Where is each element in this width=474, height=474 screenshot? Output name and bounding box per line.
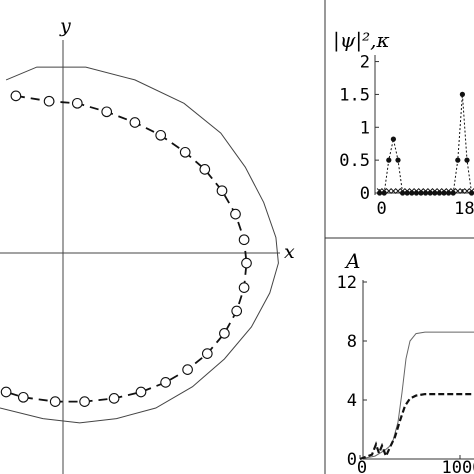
top-right-cross-point bbox=[399, 188, 406, 194]
top-right-x-tick-label: 18 bbox=[454, 199, 474, 219]
top-right-cross-point bbox=[464, 188, 470, 194]
top-right-y-tick-label: 1.5 bbox=[339, 85, 370, 105]
main-data-point bbox=[43, 95, 55, 107]
top-right-cross-point bbox=[408, 188, 415, 194]
top-right-cross-point bbox=[454, 188, 461, 194]
main-data-point bbox=[17, 391, 29, 403]
top-right-cross-point bbox=[445, 188, 452, 194]
bottom-right-x-tick-label: 0 bbox=[357, 458, 367, 474]
bottom-right-marks bbox=[359, 331, 474, 461]
bottom-right-y-tick-label: 0 bbox=[347, 450, 357, 470]
main-data-point bbox=[71, 97, 83, 109]
main-y-axis-label: y bbox=[59, 15, 71, 37]
bottom-right-y-tick-label: 12 bbox=[337, 273, 357, 293]
top-right-dotted-series-line bbox=[379, 94, 474, 194]
bottom-right-ticks: 0 4 8 12 0 1000 bbox=[337, 273, 474, 474]
top-right-cross-point bbox=[450, 188, 457, 194]
top-right-panel: |ψ|²,κ 0 0.5 1 1.5 2 0 18 bbox=[333, 28, 474, 219]
top-right-cross-point bbox=[395, 188, 401, 194]
main-data-point bbox=[101, 106, 113, 118]
top-right-y-tick-label: 0 bbox=[360, 184, 370, 204]
bottom-right-y-tick-label: 4 bbox=[347, 391, 357, 411]
top-right-cross-point bbox=[427, 188, 434, 194]
bottom-right-y-tick-label: 8 bbox=[347, 332, 357, 352]
top-right-y-tick-label: 2 bbox=[360, 53, 370, 73]
bottom-right-panel-frame bbox=[324, 237, 474, 474]
bottom-right-solid-series-line bbox=[359, 331, 474, 460]
main-data-point bbox=[0, 386, 12, 398]
top-right-cross-point bbox=[376, 188, 383, 194]
top-right-cross-point bbox=[431, 188, 438, 194]
bottom-right-panel: A 0 4 8 12 0 1000 bbox=[337, 249, 474, 474]
main-data-point bbox=[216, 185, 228, 197]
main-data-point bbox=[238, 234, 250, 246]
top-right-cross-point bbox=[468, 188, 474, 194]
main-data-point bbox=[182, 364, 193, 375]
top-right-cross-point bbox=[413, 188, 420, 194]
top-right-cross-point bbox=[436, 188, 443, 194]
top-right-dot-point bbox=[455, 157, 461, 163]
top-right-dot-point bbox=[459, 91, 465, 97]
main-data-point bbox=[79, 396, 90, 407]
top-right-cross-point bbox=[381, 188, 388, 194]
top-right-dot-point bbox=[395, 157, 401, 163]
main-data-point bbox=[241, 257, 252, 269]
bottom-right-x-tick-label: 1000 bbox=[442, 458, 474, 474]
main-data-point bbox=[108, 393, 120, 404]
main-data-point bbox=[49, 396, 61, 407]
top-right-y-tick-label: 1 bbox=[360, 118, 370, 138]
top-right-cross-point bbox=[422, 188, 429, 194]
main-data-point bbox=[201, 348, 213, 359]
main-data-point bbox=[219, 328, 230, 339]
main-data-point bbox=[10, 90, 22, 102]
top-right-cross-point bbox=[441, 188, 447, 194]
bottom-right-y-axis-label: A bbox=[344, 249, 360, 273]
main-data-point bbox=[199, 164, 211, 175]
top-right-ticks: 0 0.5 1 1.5 2 0 18 bbox=[339, 53, 474, 219]
main-data-point bbox=[231, 305, 243, 317]
top-right-x-tick-label: 0 bbox=[376, 199, 386, 219]
top-right-cross-point bbox=[385, 188, 392, 194]
main-x-axis-label: x bbox=[284, 241, 295, 263]
main-data-point bbox=[179, 146, 191, 158]
top-right-cross-point bbox=[459, 188, 466, 194]
main-solid-series-line bbox=[0, 66, 279, 424]
main-data-point bbox=[155, 129, 167, 141]
top-right-dot-point bbox=[464, 157, 470, 163]
main-panel: x y bbox=[0, 15, 295, 474]
top-right-cross-point bbox=[390, 188, 397, 194]
bottom-right-dashed-series-line bbox=[359, 393, 474, 461]
main-data-point bbox=[129, 117, 141, 128]
top-right-y-axis-label: |ψ|²,κ bbox=[333, 28, 390, 53]
top-right-cross-point bbox=[404, 188, 411, 194]
main-data-point bbox=[230, 208, 241, 220]
top-right-y-tick-label: 0.5 bbox=[339, 151, 370, 171]
main-data-point bbox=[135, 386, 147, 398]
main-marks bbox=[0, 66, 279, 424]
top-right-dot-point bbox=[390, 136, 396, 142]
top-right-cross-point bbox=[418, 188, 424, 194]
main-data-point bbox=[238, 282, 250, 293]
top-right-dot-point bbox=[386, 157, 392, 163]
top-right-marks bbox=[376, 91, 474, 196]
main-data-point bbox=[160, 377, 171, 388]
